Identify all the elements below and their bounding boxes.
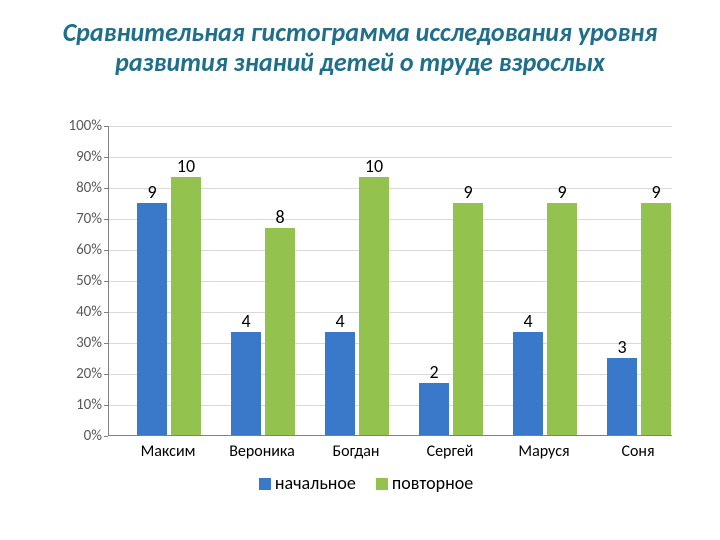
x-category-label: Сергей xyxy=(406,442,494,461)
gridline xyxy=(109,126,672,127)
bar-value-label: 3 xyxy=(607,336,637,358)
y-tick-label: 10% xyxy=(46,396,102,414)
legend: начальное повторное xyxy=(46,472,686,494)
bar-value-label: 10 xyxy=(171,155,201,177)
bar-value-label: 10 xyxy=(359,155,389,177)
bar: 3 xyxy=(607,358,637,436)
chart: 0%10%20%30%40%50%60%70%80%90%100% 910484… xyxy=(46,126,686,506)
legend-item: начальное xyxy=(259,472,356,494)
x-category-label: Богдан xyxy=(312,442,400,461)
bar: 4 xyxy=(231,332,261,435)
y-tick-label: 0% xyxy=(46,427,102,445)
bar-value-label: 4 xyxy=(231,310,261,332)
bar-value-label: 4 xyxy=(325,310,355,332)
bar-value-label: 9 xyxy=(547,181,577,203)
y-tick-label: 40% xyxy=(46,303,102,321)
bar: 4 xyxy=(325,332,355,435)
y-tick-label: 100% xyxy=(46,117,102,135)
bar: 4 xyxy=(513,332,543,435)
legend-swatch xyxy=(259,478,271,490)
y-tick-mark xyxy=(104,436,108,437)
x-category-label: Соня xyxy=(594,442,682,461)
legend-item: повторное xyxy=(376,472,473,494)
bar-value-label: 9 xyxy=(137,181,167,203)
bar: 10 xyxy=(359,177,389,435)
plot-area: 91048410294939 xyxy=(108,126,672,436)
bar-value-label: 9 xyxy=(453,181,483,203)
bar: 10 xyxy=(171,177,201,435)
y-tick-label: 90% xyxy=(46,148,102,166)
y-tick-label: 30% xyxy=(46,334,102,352)
slide: Сравнительная гистограмма исследования у… xyxy=(0,0,720,540)
bar: 9 xyxy=(641,203,671,436)
x-category-label: Максим xyxy=(124,442,212,461)
bar-value-label: 8 xyxy=(265,206,295,228)
x-category-label: Вероника xyxy=(218,442,306,461)
bar-value-label: 9 xyxy=(641,181,671,203)
legend-label: повторное xyxy=(392,472,473,494)
bar: 9 xyxy=(547,203,577,436)
bar: 2 xyxy=(419,383,449,435)
bar-value-label: 4 xyxy=(513,310,543,332)
y-tick-label: 80% xyxy=(46,179,102,197)
bar: 8 xyxy=(265,228,295,435)
bar-value-label: 2 xyxy=(419,361,449,383)
bar: 9 xyxy=(137,203,167,436)
y-tick-label: 50% xyxy=(46,272,102,290)
y-tick-label: 60% xyxy=(46,241,102,259)
legend-label: начальное xyxy=(275,472,356,494)
chart-title: Сравнительная гистограмма исследования у… xyxy=(0,0,720,86)
bar: 9 xyxy=(453,203,483,436)
legend-swatch xyxy=(376,478,388,490)
y-tick-label: 20% xyxy=(46,365,102,383)
y-tick-label: 70% xyxy=(46,210,102,228)
x-category-label: Маруся xyxy=(500,442,588,461)
